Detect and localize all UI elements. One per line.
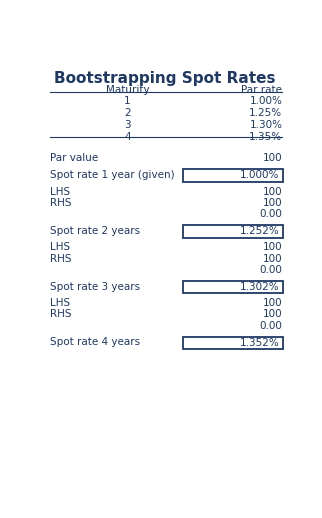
Text: 1.000%: 1.000%	[240, 170, 279, 180]
Text: Spot rate 3 years: Spot rate 3 years	[50, 282, 140, 292]
Text: 1.35%: 1.35%	[249, 132, 282, 141]
Text: Par rate: Par rate	[241, 85, 282, 95]
Text: RHS: RHS	[50, 198, 72, 208]
Text: 100: 100	[263, 198, 282, 208]
Text: RHS: RHS	[50, 254, 72, 264]
Text: Par value: Par value	[50, 153, 99, 163]
Text: 1.30%: 1.30%	[249, 120, 282, 130]
Text: 100: 100	[263, 254, 282, 264]
Text: Spot rate 2 years: Spot rate 2 years	[50, 226, 140, 236]
Text: 0.00: 0.00	[260, 209, 282, 219]
Text: 1.352%: 1.352%	[240, 338, 279, 348]
Text: 2: 2	[124, 108, 131, 118]
Text: 4: 4	[124, 132, 131, 141]
Text: Spot rate 4 years: Spot rate 4 years	[50, 337, 140, 348]
FancyBboxPatch shape	[183, 337, 283, 349]
Text: 1.25%: 1.25%	[249, 108, 282, 118]
Text: 1.00%: 1.00%	[250, 96, 282, 106]
FancyBboxPatch shape	[183, 281, 283, 294]
Text: 100: 100	[263, 309, 282, 320]
Text: 100: 100	[263, 153, 282, 163]
Text: 1.252%: 1.252%	[240, 226, 279, 236]
FancyBboxPatch shape	[183, 169, 283, 182]
Text: LHS: LHS	[50, 186, 70, 197]
Text: Bootstrapping Spot Rates: Bootstrapping Spot Rates	[54, 71, 276, 87]
Text: Maturity: Maturity	[106, 85, 149, 95]
Text: RHS: RHS	[50, 309, 72, 320]
Text: LHS: LHS	[50, 242, 70, 252]
Text: 1: 1	[124, 96, 131, 106]
Text: LHS: LHS	[50, 298, 70, 308]
Text: 1.302%: 1.302%	[240, 282, 279, 292]
Text: 3: 3	[124, 120, 131, 130]
Text: 100: 100	[263, 242, 282, 252]
Text: 100: 100	[263, 186, 282, 197]
FancyBboxPatch shape	[183, 225, 283, 238]
Text: 100: 100	[263, 298, 282, 308]
Text: Spot rate 1 year (given): Spot rate 1 year (given)	[50, 170, 175, 180]
Text: 0.00: 0.00	[260, 321, 282, 330]
Text: 0.00: 0.00	[260, 265, 282, 275]
